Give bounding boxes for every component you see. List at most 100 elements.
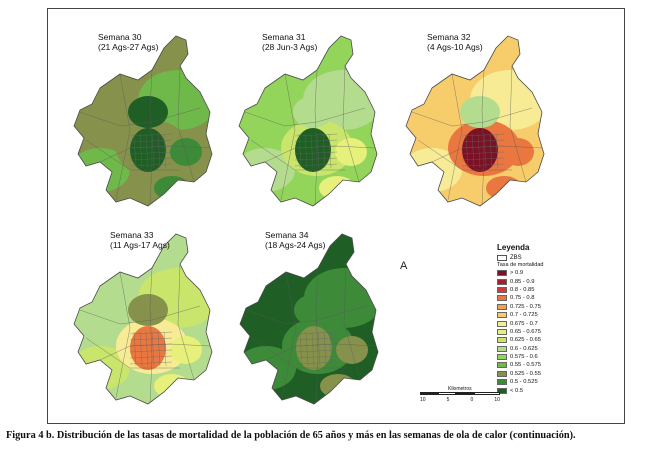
- map-fill-layers: [74, 36, 212, 206]
- map-zbs-line: [310, 133, 314, 169]
- legend-item: 0.625 - 0.65: [497, 336, 572, 344]
- legend-label: 0.7 - 0.725: [510, 312, 538, 319]
- legend-swatch: [497, 354, 507, 361]
- map-district-line: [245, 305, 367, 325]
- legend-item: 0.85 - 0.9: [497, 277, 572, 285]
- map-district-line: [79, 107, 201, 127]
- scale-title: Kilometros: [448, 386, 472, 392]
- map-zbs-line: [328, 133, 332, 169]
- map-zbs-line: [316, 133, 320, 169]
- map-zbs-line: [129, 163, 173, 167]
- map-zbs-line: [133, 331, 137, 367]
- map-district-line: [85, 337, 180, 369]
- legend-swatch: [497, 278, 507, 285]
- map-zbs-line: [145, 133, 149, 169]
- map-district-line: [343, 263, 361, 381]
- map-zbs-line: [317, 331, 321, 367]
- scale-segment: [420, 392, 438, 395]
- map-title-line2: (21 Ags-27 Ags): [98, 42, 159, 52]
- map-fill-layers: [406, 36, 544, 206]
- map-title-semana-31: Semana 31 (28 Jun-3 Ags): [262, 32, 317, 52]
- map-fill-layers: [239, 36, 377, 206]
- map-semana-34: [239, 233, 379, 405]
- map-title-line1: Semana 30: [98, 32, 142, 42]
- legend-swatch: [497, 370, 507, 377]
- map-zbs-line: [129, 139, 173, 143]
- map-zbs-line: [294, 163, 338, 167]
- legend-item: < 0.5: [497, 386, 572, 394]
- legend-item: 0.5 - 0.525: [497, 378, 572, 386]
- map-zbs-line: [145, 331, 149, 367]
- map-title-line1: Semana 34: [265, 230, 309, 240]
- legend-item: 0.525 - 0.55: [497, 370, 572, 378]
- map-zone-north-core: [128, 294, 168, 326]
- legend-label: 0.65 - 0.675: [510, 328, 541, 335]
- legend-swatch: [497, 328, 507, 335]
- map-zbs-line: [151, 331, 155, 367]
- scale-segment: [456, 392, 474, 395]
- map-zbs-line: [298, 133, 302, 169]
- map-zbs-line: [294, 133, 338, 137]
- map-title-line2: (28 Jun-3 Ags): [262, 42, 318, 52]
- map-zbs-line: [294, 139, 338, 143]
- map-title-semana-32: Semana 32 (4 Ags-10 Ags): [427, 32, 483, 52]
- map-zbs-line: [295, 355, 339, 359]
- map-zone-center-core: [130, 128, 166, 172]
- map-semana-33: [73, 233, 213, 405]
- legend-label: 0.725 - 0.75: [510, 303, 541, 310]
- map-zbs-line: [461, 145, 505, 149]
- map-outline: [239, 233, 379, 405]
- legend-swatch: [497, 387, 507, 394]
- map-title-line1: Semana 33: [110, 230, 154, 240]
- map-zone-south: [486, 176, 522, 200]
- legend-item: 0.65 - 0.675: [497, 328, 572, 336]
- map-zbs-line: [129, 355, 173, 359]
- map-zbs-line: [471, 133, 475, 169]
- map-title-line2: (18 Ags-24 Ags): [265, 240, 326, 250]
- map-zone-center-core: [295, 128, 331, 172]
- map-district-line: [250, 139, 345, 171]
- map-zone-east: [335, 138, 367, 166]
- map-zbs-line: [483, 133, 487, 169]
- legend-label: > 0.9: [510, 270, 524, 277]
- map-title-semana-33: Semana 33 (11 Ags-17 Ags): [110, 230, 170, 250]
- map-zone-south: [319, 176, 355, 200]
- legend-label: 0.55 - 0.575: [510, 362, 541, 369]
- map-title-semana-34: Semana 34 (18 Ags-24 Ags): [265, 230, 325, 250]
- map-zbs-line: [129, 361, 173, 365]
- scale-segment: [474, 392, 500, 395]
- map-zbs-line: [322, 133, 326, 169]
- legend-item: 0.6 - 0.625: [497, 345, 572, 353]
- map-outline: [405, 35, 545, 207]
- map-outline: [238, 35, 378, 207]
- legend-item: 0.575 - 0.6: [497, 353, 572, 361]
- map-zbs-line: [461, 133, 505, 137]
- legend-swatch: [497, 286, 507, 293]
- map-panel-grid: [73, 35, 545, 405]
- map-district-line: [244, 107, 366, 127]
- legend: Leyenda ZBS Tasa de mortalidad > 0.9 0.85…: [497, 243, 572, 395]
- legend-swatch: [497, 320, 507, 327]
- map-semana-31: [238, 35, 378, 207]
- legend-label: 0.625 - 0.65: [510, 337, 541, 344]
- map-zbs-line: [133, 133, 137, 169]
- map-district-line: [79, 305, 201, 325]
- legend-item: > 0.9: [497, 269, 572, 277]
- legend-label: < 0.5: [510, 387, 524, 394]
- legend-swatch: [497, 379, 507, 386]
- map-zone-center-core: [130, 326, 166, 370]
- map-zbs-line: [461, 163, 505, 167]
- map-district-line: [447, 73, 463, 201]
- map-zbs-line: [129, 337, 173, 341]
- map-zbs-line: [465, 133, 469, 169]
- map-zbs-line: [295, 337, 339, 341]
- legend-label: 0.5 - 0.525: [510, 379, 538, 386]
- zbs-swatch: [497, 255, 507, 261]
- map-zbs-line: [129, 145, 173, 149]
- map-zone-north-core: [294, 294, 334, 326]
- map-zone-south: [154, 176, 190, 200]
- legend-item: 0.8 - 0.85: [497, 286, 572, 294]
- map-district-line: [115, 73, 131, 201]
- map-district-line: [85, 139, 180, 171]
- legend-label: 0.75 - 0.8: [510, 295, 535, 302]
